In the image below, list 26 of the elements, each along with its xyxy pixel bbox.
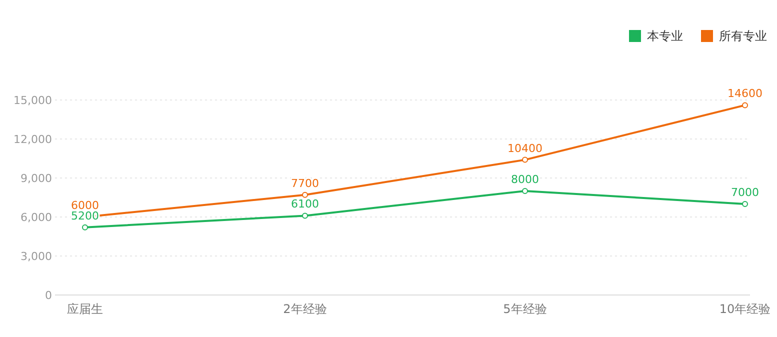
data-label: 8000 [511, 173, 539, 186]
data-label: 6000 [71, 199, 99, 212]
legend-label: 所有专业 [719, 29, 767, 43]
y-tick-label: 9,000 [20, 172, 52, 185]
x-tick-label: 10年经验 [719, 302, 771, 316]
point [742, 102, 748, 108]
data-label: 7000 [731, 186, 759, 199]
x-tick-label: 5年经验 [503, 302, 547, 316]
x-tick-label: 应届生 [67, 302, 103, 316]
data-label: 14600 [728, 87, 762, 100]
y-tick-label: 0 [45, 289, 52, 302]
y-tick-label: 3,000 [20, 250, 52, 263]
y-tick-label: 12,000 [14, 133, 52, 146]
legend-label: 本专业 [647, 29, 683, 43]
y-tick-label: 6,000 [20, 211, 52, 224]
point [522, 188, 528, 194]
data-label: 10400 [508, 142, 542, 155]
y-tick-label: 15,000 [14, 94, 52, 107]
data-label: 7700 [291, 176, 319, 190]
data-label: 6100 [291, 198, 319, 211]
point [302, 212, 308, 219]
x-tick-label: 2年经验 [283, 302, 327, 316]
point [302, 192, 308, 198]
point [82, 224, 88, 230]
point [522, 156, 528, 163]
point [742, 201, 748, 207]
